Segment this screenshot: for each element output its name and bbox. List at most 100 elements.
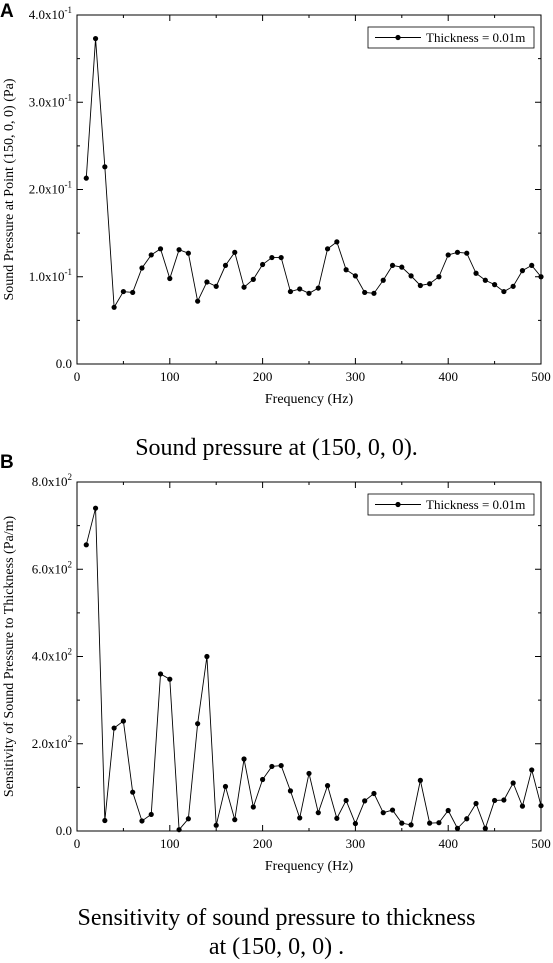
data-point (352, 820, 358, 827)
data-point (139, 265, 145, 271)
data-point (371, 290, 377, 296)
y-tick-label: 2.0x102 (32, 734, 72, 751)
data-point (343, 267, 349, 273)
data-point (287, 288, 294, 295)
data-point (157, 246, 164, 252)
data-point (492, 797, 498, 804)
data-point (464, 250, 470, 256)
data-point (232, 817, 238, 823)
data-point (278, 254, 284, 261)
y-tick-label: 4.0x10-1 (29, 5, 72, 22)
y-axis-label: Sound Pressure at Point (150, 0, 0) (Pa) (2, 78, 17, 300)
legend: Thickness = 0.01m (367, 493, 535, 516)
data-point (538, 803, 544, 809)
data-point (204, 279, 210, 285)
data-point (130, 789, 136, 795)
legend-marker (395, 501, 401, 508)
panel-label-b: B (0, 452, 14, 473)
data-point (213, 283, 219, 289)
data-point (102, 164, 108, 170)
caption-b: Sensitivity of sound pressure to thickne… (0, 904, 553, 962)
data-point (380, 277, 386, 283)
y-tick-label: 8.0x102 (32, 472, 72, 489)
panel-label-a: A (0, 1, 14, 22)
legend: Thickness = 0.01m (367, 26, 535, 49)
data-point (260, 261, 266, 268)
data-point (195, 721, 201, 727)
data-point (427, 281, 433, 287)
data-point (464, 816, 470, 822)
y-tick-label: 0.0 (56, 823, 72, 838)
x-tick-label: 500 (531, 369, 551, 384)
data-point (250, 276, 256, 282)
data-point (204, 653, 210, 660)
data-point (83, 542, 89, 548)
x-tick-label: 400 (438, 836, 458, 851)
x-tick-label: 200 (253, 836, 273, 851)
data-point (213, 822, 219, 828)
data-point (362, 289, 368, 296)
legend-label: Thickness = 0.01m (426, 497, 525, 512)
data-point (519, 803, 526, 809)
x-tick-label: 100 (160, 369, 180, 384)
data-point (297, 286, 303, 292)
data-point (195, 298, 201, 304)
x-tick-label: 400 (438, 369, 458, 384)
data-point (408, 273, 414, 279)
data-point (352, 273, 358, 279)
x-axis-label: Frequency (Hz) (265, 859, 354, 874)
data-point (473, 800, 479, 807)
x-tick-label: 0 (74, 836, 81, 851)
data-point (334, 815, 340, 821)
data-point (482, 825, 488, 831)
data-point (362, 798, 368, 804)
data-point (417, 282, 423, 289)
data-point (445, 252, 451, 258)
data-point (148, 811, 154, 818)
data-point (250, 804, 256, 810)
series-line (85, 38, 542, 309)
x-tick-label: 300 (346, 369, 366, 384)
y-tick-label: 0.0 (56, 356, 72, 371)
data-point (454, 249, 461, 255)
chart-a: A 0 100 200 300 400 500 0.0 1.0x10-1 2.0x10-1 3.0… (0, 1, 551, 407)
x-tick-label: 200 (253, 369, 273, 384)
data-point (427, 820, 433, 826)
data-point (167, 275, 173, 282)
data-point (278, 762, 284, 769)
data-point (501, 288, 507, 295)
data-point (510, 283, 516, 289)
y-tick-label: 4.0x102 (32, 647, 72, 664)
data-point (130, 289, 136, 296)
data-point (436, 820, 442, 826)
data-point (287, 788, 294, 794)
data-point (167, 676, 173, 682)
data-point (222, 783, 229, 790)
data-point (241, 284, 247, 290)
data-point (324, 783, 331, 789)
data-point (408, 822, 414, 828)
legend-box (367, 26, 535, 49)
plot-frame (76, 481, 542, 832)
data-point (176, 827, 182, 833)
data-point (222, 262, 229, 269)
x-axis-label: Frequency (Hz) (265, 392, 354, 407)
data-point (148, 252, 154, 258)
data-point (102, 817, 108, 824)
y-tick-label: 6.0x102 (32, 559, 72, 576)
caption-b-line-1: Sensitivity of sound pressure to thickne… (77, 905, 476, 931)
legend-marker (395, 34, 401, 41)
data-point (389, 262, 396, 269)
data-point (185, 816, 191, 822)
series-line (85, 508, 542, 831)
data-point (519, 268, 526, 274)
chart-b: B 0 100 200 300 400 500 0.0 2.0x102 4.0x102 6.0x1… (0, 452, 551, 874)
legend-label: Thickness = 0.01m (426, 30, 525, 45)
x-tick-label: 100 (160, 836, 180, 851)
x-tick-label: 0 (74, 369, 81, 384)
data-point (120, 288, 126, 295)
data-point (92, 505, 99, 511)
x-tick-label: 500 (531, 836, 551, 851)
data-point (399, 820, 405, 826)
y-tick-label: 1.0x10-1 (29, 267, 72, 284)
